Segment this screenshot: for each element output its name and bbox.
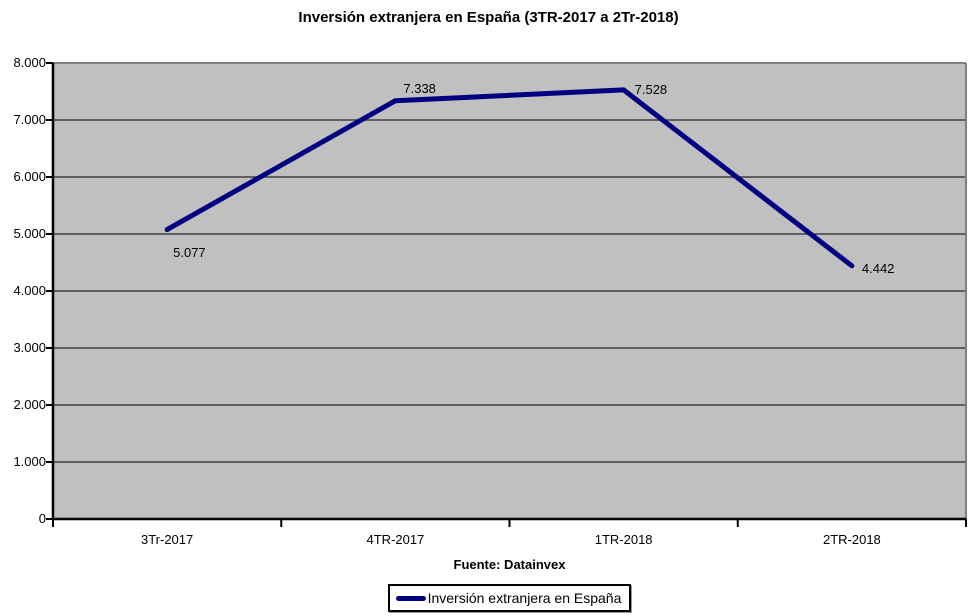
source-note: Fuente: Datainvex <box>453 557 566 572</box>
data-point-label: 4.442 <box>861 260 895 276</box>
y-axis-tick-label: 0 <box>38 511 46 526</box>
line-series <box>164 87 855 269</box>
y-axis-tick-label: 5.000 <box>13 226 46 241</box>
data-point-label: 7.528 <box>634 81 668 97</box>
legend: Inversión extranjera en España <box>53 584 966 612</box>
legend-series-label: Inversión extranjera en España <box>427 590 622 606</box>
y-axis-tick-label: 7.000 <box>13 112 46 127</box>
y-axis-tick-label: 2.000 <box>13 397 46 412</box>
y-axis-tick-label: 4.000 <box>13 283 46 298</box>
x-axis-category-label: 4TR-2017 <box>366 532 425 547</box>
y-axis-tick-label: 3.000 <box>13 340 46 355</box>
y-axis-tick-label: 6.000 <box>13 169 46 184</box>
chart-title: Inversión extranjera en España (3TR-2017… <box>298 9 679 26</box>
y-axis-tick-label: 1.000 <box>13 454 46 469</box>
x-axis-category-label: 3Tr-2017 <box>140 532 194 547</box>
data-point-label: 5.077 <box>173 244 206 260</box>
x-axis-category-label: 2TR-2018 <box>822 532 881 547</box>
line-series-marker-icon <box>395 595 426 601</box>
x-axis-category-label: 1TR-2018 <box>594 532 653 547</box>
legend-box: Inversión extranjera en España <box>387 584 632 612</box>
data-point-label: 7.338 <box>403 80 436 96</box>
y-axis-tick-label: 8.000 <box>13 55 46 70</box>
